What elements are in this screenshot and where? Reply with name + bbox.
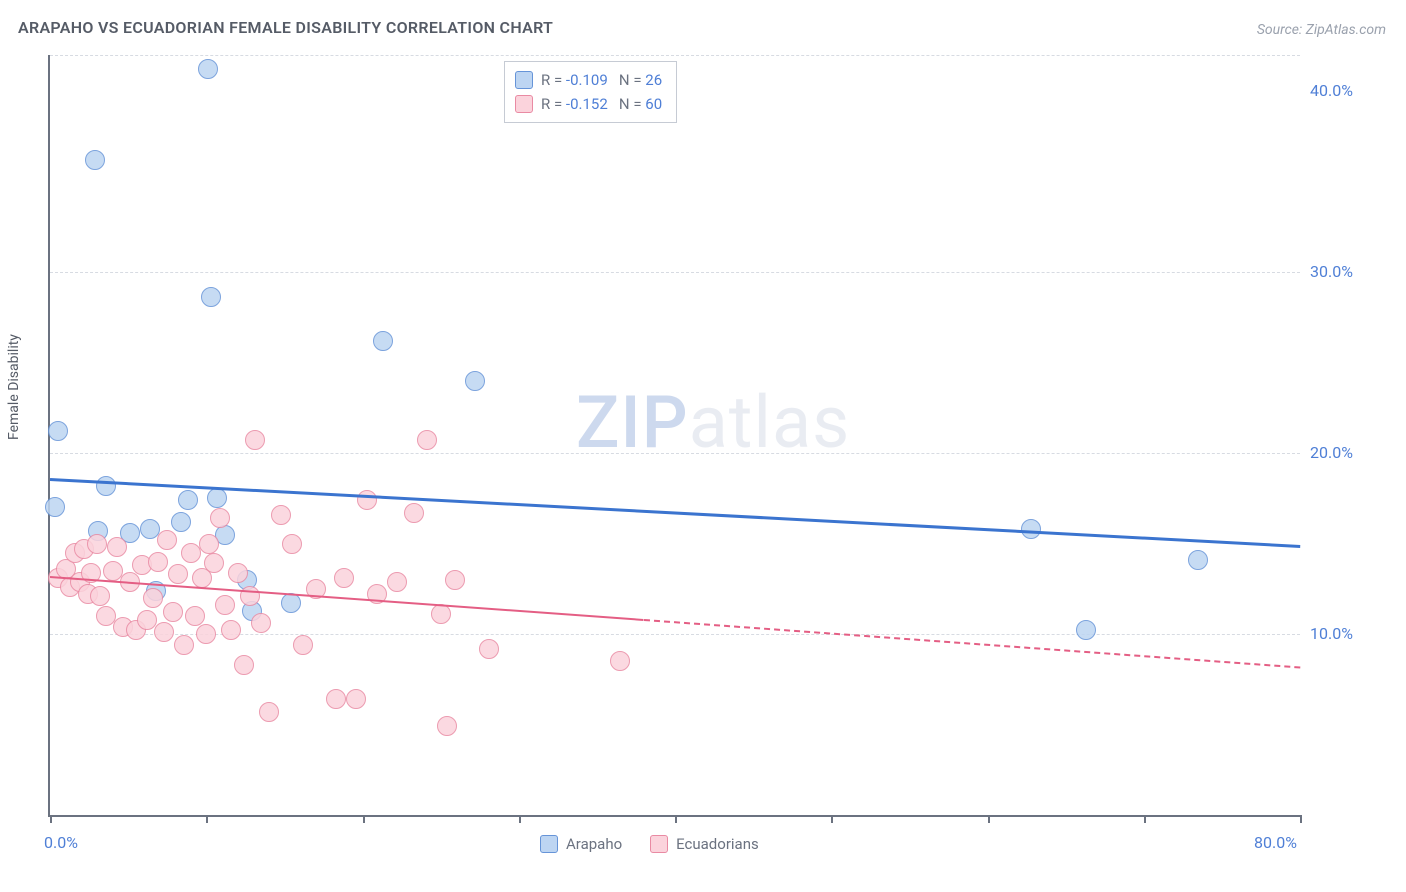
data-point: [157, 530, 177, 550]
data-point: [199, 534, 219, 554]
y-tick-label: 20.0%: [1310, 443, 1353, 462]
legend-swatch: [515, 71, 533, 89]
legend-row: R = -0.152 N = 60: [515, 92, 662, 116]
data-point: [207, 488, 227, 508]
data-point: [221, 620, 241, 640]
data-point: [87, 534, 107, 554]
data-point: [185, 606, 205, 626]
x-tick: [1300, 815, 1302, 823]
data-point: [259, 702, 279, 722]
x-tick: [988, 815, 990, 823]
data-point: [143, 588, 163, 608]
x-tick: [206, 815, 208, 823]
data-point: [373, 331, 393, 351]
data-point: [168, 564, 188, 584]
data-point: [196, 624, 216, 644]
y-axis-label: Female Disability: [6, 334, 22, 440]
data-point: [215, 595, 235, 615]
data-point: [174, 635, 194, 655]
data-point: [201, 287, 221, 307]
data-point: [404, 503, 424, 523]
data-point: [417, 430, 437, 450]
legend-item: Arapaho: [540, 835, 622, 853]
y-tick-label: 10.0%: [1310, 624, 1353, 643]
data-point: [465, 371, 485, 391]
data-point: [1076, 620, 1096, 640]
legend-swatch: [515, 95, 533, 113]
data-point: [48, 421, 68, 441]
data-point: [85, 150, 105, 170]
legend-item: Ecuadorians: [650, 835, 759, 853]
legend-row: R = -0.109 N = 26: [515, 68, 662, 92]
data-point: [163, 602, 183, 622]
trend-line: [50, 478, 1300, 548]
data-point: [228, 563, 248, 583]
y-tick-label: 40.0%: [1310, 81, 1353, 100]
data-point: [610, 651, 630, 671]
chart-title: ARAPAHO VS ECUADORIAN FEMALE DISABILITY …: [18, 18, 553, 37]
data-point: [431, 604, 451, 624]
data-point: [271, 505, 291, 525]
data-point: [326, 689, 346, 709]
data-point: [234, 655, 254, 675]
data-point: [148, 552, 168, 572]
x-tick: [831, 815, 833, 823]
data-point: [479, 639, 499, 659]
legend-swatch: [650, 835, 668, 853]
data-point: [198, 59, 218, 79]
gridline: [50, 272, 1300, 273]
data-point: [181, 543, 201, 563]
gridline: [50, 453, 1300, 454]
data-point: [204, 553, 224, 573]
data-point: [357, 490, 377, 510]
x-tick: [1144, 815, 1146, 823]
data-point: [437, 716, 457, 736]
legend-stats: R = -0.109 N = 26: [541, 71, 662, 89]
data-point: [1188, 550, 1208, 570]
x-tick: [363, 815, 365, 823]
data-point: [96, 476, 116, 496]
gridline: [50, 55, 1300, 56]
source-label: Source: ZipAtlas.com: [1257, 22, 1386, 38]
data-point: [137, 610, 157, 630]
trend-line: [644, 619, 1300, 668]
series-legend: Arapaho Ecuadorians: [540, 835, 759, 853]
legend-label: Ecuadorians: [676, 835, 759, 853]
x-tick: [519, 815, 521, 823]
data-point: [171, 512, 191, 532]
data-point: [334, 568, 354, 588]
legend-swatch: [540, 835, 558, 853]
data-point: [45, 497, 65, 517]
data-point: [107, 537, 127, 557]
data-point: [245, 430, 265, 450]
plot-area: R = -0.109 N = 26 R = -0.152 N = 60: [48, 55, 1300, 817]
x-tick-label: 0.0%: [44, 833, 78, 852]
data-point: [210, 508, 230, 528]
data-point: [293, 635, 313, 655]
data-point: [346, 689, 366, 709]
data-point: [154, 622, 174, 642]
data-point: [1021, 519, 1041, 539]
data-point: [90, 586, 110, 606]
data-point: [282, 534, 302, 554]
y-tick-label: 30.0%: [1310, 262, 1353, 281]
x-tick: [50, 815, 52, 823]
data-point: [251, 613, 271, 633]
data-point: [281, 593, 301, 613]
data-point: [445, 570, 465, 590]
x-tick-label: 80.0%: [1254, 833, 1297, 852]
correlation-legend: R = -0.109 N = 26 R = -0.152 N = 60: [504, 61, 677, 123]
legend-label: Arapaho: [566, 835, 622, 853]
data-point: [387, 572, 407, 592]
data-point: [178, 490, 198, 510]
legend-stats: R = -0.152 N = 60: [541, 95, 662, 113]
x-tick: [675, 815, 677, 823]
